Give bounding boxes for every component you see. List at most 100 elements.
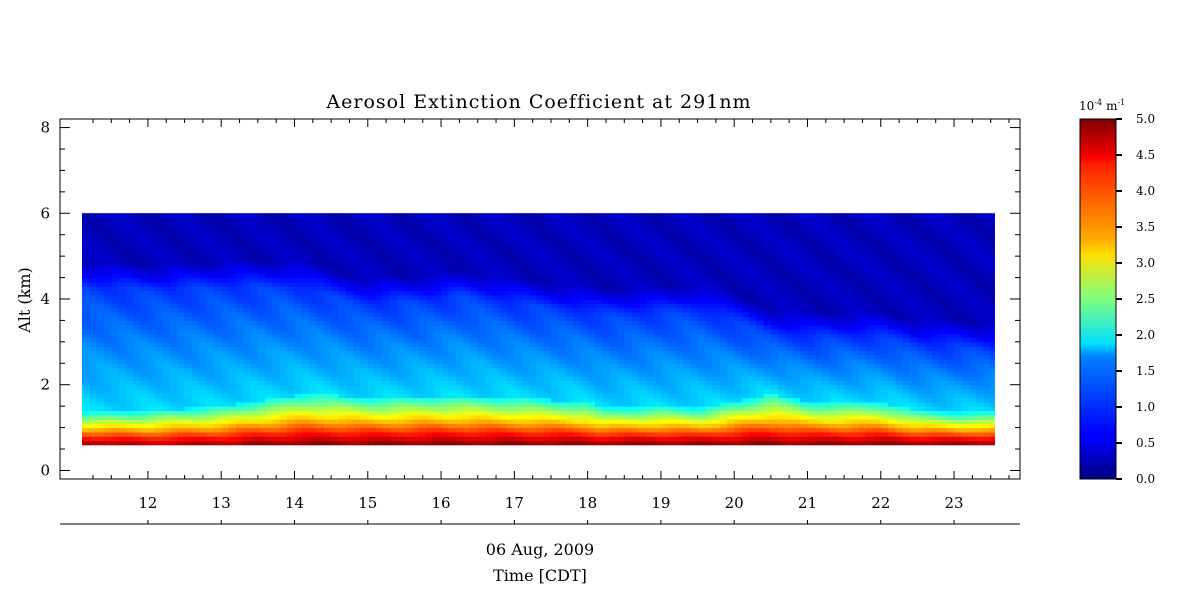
- heatmap-cell: [477, 367, 486, 373]
- heatmap-cell: [243, 337, 252, 343]
- heatmap-cell: [565, 341, 574, 347]
- heatmap-cell: [697, 256, 706, 262]
- heatmap-cell: [133, 427, 142, 433]
- heatmap-cell: [294, 393, 303, 399]
- heatmap-cell: [155, 329, 164, 334]
- heatmap-cell: [228, 384, 237, 390]
- heatmap-cell: [558, 359, 567, 364]
- heatmap-cell: [660, 341, 669, 347]
- heatmap-cell: [638, 269, 647, 274]
- heatmap-cell: [646, 359, 655, 364]
- heatmap-cell: [485, 436, 493, 442]
- heatmap-cell: [616, 273, 625, 279]
- heatmap-cell: [243, 273, 252, 279]
- heatmap-cell: [184, 264, 193, 270]
- heatmap-cell: [660, 299, 669, 304]
- heatmap-cell: [235, 401, 244, 407]
- heatmap-cell: [382, 401, 391, 407]
- heatmap-cell: [477, 273, 486, 279]
- heatmap-cell: [587, 367, 596, 373]
- heatmap-cell: [199, 324, 208, 330]
- heatmap-cell: [602, 337, 611, 343]
- heatmap-cell: [111, 273, 120, 279]
- heatmap-cell: [616, 389, 625, 394]
- heatmap-cell: [243, 213, 252, 219]
- heatmap-cell: [463, 333, 471, 339]
- heatmap-cell: [294, 384, 303, 390]
- heatmap-cell: [206, 234, 215, 240]
- heatmap-cell: [272, 367, 281, 373]
- heatmap-cell: [704, 316, 713, 322]
- heatmap-cell: [367, 316, 376, 322]
- heatmap-cell: [147, 251, 156, 257]
- heatmap-cell: [653, 213, 662, 219]
- heatmap-cell: [301, 333, 310, 339]
- heatmap-cell: [492, 410, 501, 416]
- heatmap-cell: [587, 311, 596, 317]
- heatmap-cell: [338, 333, 347, 339]
- heatmap-cell: [272, 359, 281, 364]
- heatmap-cell: [279, 376, 288, 382]
- heatmap-cell: [499, 341, 508, 347]
- heatmap-cell: [682, 419, 691, 424]
- heatmap-cell: [367, 440, 376, 446]
- heatmap-cell: [690, 221, 699, 227]
- heatmap-cell: [265, 286, 274, 292]
- heatmap-cell: [147, 320, 156, 326]
- heatmap-cell: [507, 264, 515, 270]
- heatmap-cell: [140, 406, 149, 412]
- heatmap-cell: [550, 230, 559, 236]
- heatmap-cell: [89, 247, 98, 253]
- heatmap-cell: [529, 410, 537, 416]
- heatmap-cell: [199, 217, 208, 223]
- heatmap-cell: [631, 431, 640, 437]
- heatmap-cell: [609, 363, 618, 369]
- heatmap-cell: [184, 294, 193, 300]
- heatmap-cell: [345, 380, 354, 386]
- heatmap-cell: [521, 414, 530, 420]
- heatmap-cell: [594, 213, 603, 219]
- heatmap-cell: [572, 277, 581, 283]
- heatmap-cell: [184, 406, 193, 412]
- heatmap-cell: [228, 299, 237, 304]
- heatmap-cell: [712, 286, 721, 292]
- heatmap-cell: [675, 239, 684, 244]
- heatmap-cell: [529, 217, 537, 223]
- heatmap-cell: [638, 341, 647, 347]
- heatmap-cell: [287, 273, 296, 279]
- heatmap-cell: [463, 324, 471, 330]
- heatmap-cell: [550, 217, 559, 223]
- heatmap-cell: [741, 389, 750, 394]
- heatmap-cell: [177, 414, 186, 420]
- heatmap-cell: [294, 247, 303, 253]
- heatmap-cell: [133, 371, 142, 377]
- heatmap-cell: [235, 316, 244, 322]
- heatmap-cell: [660, 329, 669, 334]
- heatmap-cell: [294, 363, 303, 369]
- heatmap-cell: [389, 406, 398, 412]
- heatmap-cell: [748, 389, 757, 394]
- heatmap-cell: [572, 239, 581, 244]
- heatmap-cell: [367, 333, 376, 339]
- heatmap-cell: [741, 384, 750, 390]
- heatmap-cell: [316, 320, 325, 326]
- heatmap-cell: [338, 239, 347, 244]
- heatmap-cell: [360, 294, 369, 300]
- heatmap-cell: [470, 359, 479, 364]
- heatmap-cell: [463, 436, 471, 442]
- heatmap-cell: [235, 260, 244, 266]
- heatmap-cell: [748, 410, 757, 416]
- heatmap-cell: [433, 384, 442, 390]
- heatmap-cell: [616, 359, 625, 364]
- heatmap-cell: [140, 431, 149, 437]
- heatmap-cell: [631, 226, 640, 232]
- heatmap-cell: [375, 384, 384, 390]
- heatmap-cell: [191, 376, 200, 382]
- heatmap-cell: [675, 423, 684, 429]
- heatmap-cell: [419, 243, 428, 249]
- heatmap-cell: [602, 307, 611, 313]
- heatmap-cell: [704, 389, 713, 394]
- heatmap-cell: [199, 307, 208, 313]
- heatmap-cell: [748, 371, 757, 377]
- heatmap-cell: [309, 247, 318, 253]
